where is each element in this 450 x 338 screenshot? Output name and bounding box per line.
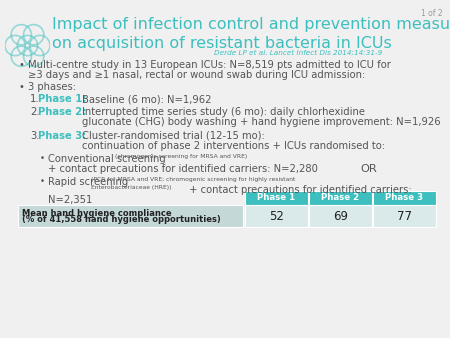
Text: Enterobacteriaceae (HRE)): Enterobacteriaceae (HRE)): [91, 185, 171, 190]
Text: continuation of phase 2 interventions + ICUs randomised to:: continuation of phase 2 interventions + …: [82, 141, 385, 151]
Text: on acquisition of resistant bacteria in ICUs: on acquisition of resistant bacteria in …: [52, 36, 392, 51]
Text: •: •: [40, 154, 45, 163]
Bar: [245, 205, 308, 227]
Text: Derde LP et al. Lancet Infect Dis 2014;14:31-9: Derde LP et al. Lancet Infect Dis 2014;1…: [214, 50, 382, 56]
Text: 3.: 3.: [30, 131, 40, 141]
Text: •: •: [40, 177, 45, 186]
Text: Mean hand hygiene compliance: Mean hand hygiene compliance: [22, 209, 171, 217]
Text: + contact precautions for identified carriers: N=2,280: + contact precautions for identified car…: [48, 164, 318, 174]
Bar: [373, 191, 436, 205]
Text: 3 phases:: 3 phases:: [28, 82, 76, 92]
Text: OR: OR: [360, 164, 377, 174]
Text: 69: 69: [333, 210, 348, 222]
Text: Phase 2:: Phase 2:: [38, 107, 86, 117]
Text: Cluster-randomised trial (12-15 mo):: Cluster-randomised trial (12-15 mo):: [82, 131, 265, 141]
Text: gluconate (CHG) body washing + hand hygiene improvement: N=1,926: gluconate (CHG) body washing + hand hygi…: [82, 117, 441, 127]
Text: Phase 3:: Phase 3:: [38, 131, 86, 141]
Text: + contact precautions for identified carriers:: + contact precautions for identified car…: [186, 185, 412, 195]
Text: Phase 3: Phase 3: [386, 193, 423, 202]
Text: Phase 2: Phase 2: [321, 193, 360, 202]
Text: (chromogenic screening for MRSA and VRE): (chromogenic screening for MRSA and VRE): [115, 154, 247, 159]
Text: Baseline (6 mo): N=1,962: Baseline (6 mo): N=1,962: [82, 94, 212, 104]
Text: 1 of 2: 1 of 2: [421, 9, 443, 18]
Text: ≥3 days and ≥1 nasal, rectal or wound swab during ICU admission:: ≥3 days and ≥1 nasal, rectal or wound sw…: [28, 70, 365, 80]
Bar: [373, 205, 436, 227]
Text: Phase 1: Phase 1: [257, 193, 296, 202]
Text: Impact of infection control and prevention measures: Impact of infection control and preventi…: [52, 17, 450, 32]
Text: Phase 1:: Phase 1:: [38, 94, 86, 104]
Text: •: •: [18, 82, 24, 92]
Bar: [309, 191, 372, 205]
Text: (% of 41,558 hand hygiene opportunities): (% of 41,558 hand hygiene opportunities): [22, 216, 221, 224]
Text: 2.: 2.: [30, 107, 40, 117]
Bar: [18, 205, 243, 227]
Text: (PCR for MRSA and VRE; chromogenic screening for highly resistant: (PCR for MRSA and VRE; chromogenic scree…: [91, 177, 295, 182]
Text: Interrupted time series study (6 mo): daily chlorhexidine: Interrupted time series study (6 mo): da…: [82, 107, 365, 117]
Bar: [309, 205, 372, 227]
Text: •: •: [18, 60, 24, 70]
Text: 1.: 1.: [30, 94, 40, 104]
Text: Conventional screening: Conventional screening: [48, 154, 169, 164]
Text: Multi-centre study in 13 European ICUs: N=8,519 pts admitted to ICU for: Multi-centre study in 13 European ICUs: …: [28, 60, 391, 70]
Text: 77: 77: [397, 210, 412, 222]
Text: 52: 52: [269, 210, 284, 222]
Bar: [245, 191, 308, 205]
Text: N=2,351: N=2,351: [48, 195, 92, 205]
Text: Rapid screening: Rapid screening: [48, 177, 131, 187]
